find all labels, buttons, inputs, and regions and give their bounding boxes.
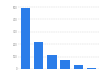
Bar: [21, 8, 30, 69]
Bar: [87, 68, 96, 69]
Bar: [74, 65, 83, 69]
Bar: [47, 55, 56, 69]
Bar: [60, 60, 70, 69]
Bar: [34, 42, 44, 69]
